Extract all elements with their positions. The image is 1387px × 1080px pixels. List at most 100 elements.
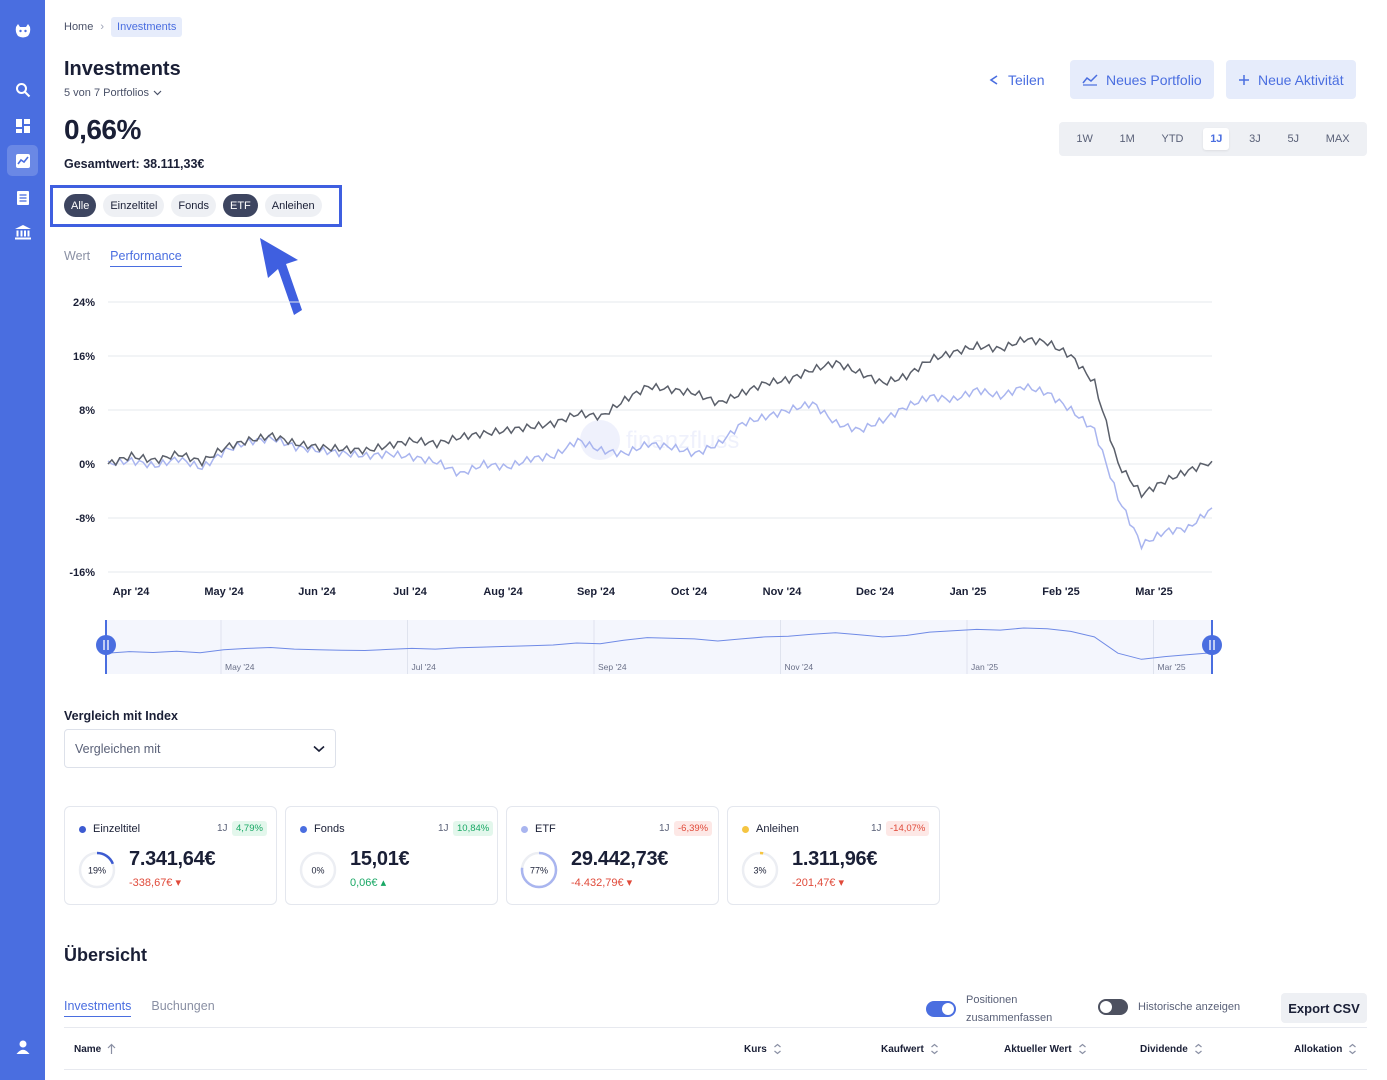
sort-toggle-icon [1194, 1043, 1202, 1055]
category-color-dot [300, 826, 307, 833]
category-delta: -4.432,79€ ▾ [571, 877, 633, 889]
period-label: 1J [871, 823, 882, 834]
column-header-label: Aktueller Wert [1004, 1043, 1072, 1055]
toggle-merge-positions[interactable]: Positionen zusammenfassen [926, 991, 1052, 1027]
filter-etf[interactable]: ETF [223, 194, 258, 217]
toggle-switch-off[interactable] [1098, 999, 1128, 1015]
x-tick-label: Aug '24 [483, 586, 523, 598]
navigator-tick-label: May '24 [225, 662, 255, 672]
portfolio-select-label: 5 von 7 Portfolios [64, 87, 149, 99]
share-button[interactable]: Teilen [978, 62, 1055, 98]
y-tick-label: 24% [73, 297, 95, 309]
bank-icon[interactable] [11, 220, 34, 243]
category-name: Fonds [314, 823, 345, 835]
period-label: 1J [659, 823, 670, 834]
navigator-right-handle[interactable] [1202, 635, 1222, 655]
new-portfolio-button[interactable]: Neues Portfolio [1070, 60, 1214, 99]
range-1j[interactable]: 1J [1203, 128, 1230, 150]
investments-chart-icon[interactable] [7, 145, 38, 176]
filter-fonds[interactable]: Fonds [171, 194, 216, 217]
column-header-label: Kaufwert [881, 1043, 924, 1055]
new-activity-label: Neue Aktivität [1258, 71, 1344, 88]
category-delta: -201,47€ ▾ [792, 877, 845, 889]
table-divider [64, 1027, 1367, 1028]
period-label: 1J [217, 823, 228, 834]
logo-icon[interactable] [11, 19, 34, 42]
range-3j[interactable]: 3J [1249, 133, 1261, 145]
x-tick-label: Sep '24 [577, 586, 616, 598]
toggle-switch-on[interactable] [926, 1001, 956, 1017]
breadcrumb-current[interactable]: Investments [111, 17, 183, 37]
x-tick-label: Jan '25 [950, 586, 987, 598]
tab-buchungen[interactable]: Buchungen [151, 999, 215, 1013]
return-badge: 10,84% [453, 821, 494, 836]
sort-toggle-icon [773, 1043, 781, 1055]
performance-chart[interactable]: 24% 16% 8% 0% -8% -16% finanzfluss Apr '24 May '… [60, 290, 1220, 610]
column-header-name[interactable]: Name [74, 1043, 116, 1055]
sort-toggle-icon [1349, 1043, 1357, 1055]
navigator-tick-label: Sep '24 [598, 662, 627, 672]
navigator-tick-label: Jan '25 [971, 662, 998, 672]
allocation-ring: 3% [741, 851, 779, 889]
navigator-left-handle[interactable] [96, 635, 116, 655]
range-1m[interactable]: 1M [1119, 133, 1135, 145]
column-header-dividende[interactable]: Dividende [1140, 1043, 1203, 1055]
series-line [107, 382, 1213, 551]
category-name: ETF [535, 823, 556, 835]
range-1w[interactable]: 1W [1076, 133, 1093, 145]
filter-einzeltitel[interactable]: Einzeltitel [103, 194, 165, 217]
category-amount: 15,01€ [350, 848, 410, 870]
column-header-label: Name [74, 1043, 102, 1055]
watermark-logo: finanzfluss [580, 420, 739, 460]
search-icon[interactable] [11, 78, 34, 101]
tab-performance[interactable]: Performance [110, 249, 182, 267]
sort-toggle-icon [930, 1043, 938, 1055]
total-value: Gesamtwert: 38.111,33€ [64, 157, 205, 171]
category-card-etf[interactable]: ETF -6,39% 1J 77% 29.442,73€ -4.432,79€ ▾ [506, 806, 719, 905]
column-header-aktueller-wert[interactable]: Aktueller Wert [1004, 1043, 1087, 1055]
portfolio-select[interactable]: 5 von 7 Portfolios [64, 87, 162, 99]
sort-up-arrow-icon [107, 1043, 116, 1054]
tab-investments[interactable]: Investments [64, 999, 132, 1017]
category-delta: 0,06€ ▴ [350, 877, 387, 889]
view-tabs: Wert Performance [64, 249, 182, 267]
toggle-merge-line1: Positionen [966, 994, 1018, 1006]
overview-tabs: Investments Buchungen [64, 999, 215, 1017]
navigator-tick-label: Jul '24 [412, 662, 437, 672]
navigator-background [106, 620, 1212, 674]
category-card-fonds[interactable]: Fonds 10,84% 1J 0% 15,01€ 0,06€ ▴ [285, 806, 498, 905]
dashboard-icon[interactable] [11, 114, 34, 137]
share-label: Teilen [1008, 72, 1045, 88]
x-tick-label: Apr '24 [113, 586, 151, 598]
range-5j[interactable]: 5J [1287, 133, 1300, 145]
filter-alle[interactable]: Alle [64, 194, 97, 217]
category-card-anleihen[interactable]: Anleihen -14,07% 1J 3% 1.311,96€ -201,47€ ▾ [727, 806, 940, 905]
range-ytd[interactable]: YTD [1161, 133, 1184, 145]
new-activity-button[interactable]: Neue Aktivität [1226, 60, 1356, 99]
annotation-arrow-icon [260, 238, 302, 315]
allocation-ring: 0% [299, 851, 337, 889]
sort-toggle-icon [1078, 1043, 1086, 1055]
toggle-merge-line2: zusammenfassen [966, 1012, 1053, 1024]
navigator-tick-label: Mar '25 [1158, 662, 1186, 672]
y-tick-label: 8% [79, 405, 95, 417]
filter-anleihen[interactable]: Anleihen [264, 194, 322, 217]
user-icon[interactable] [11, 1035, 34, 1058]
category-name: Einzeltitel [93, 823, 141, 835]
column-header-kaufwert[interactable]: Kaufwert [881, 1043, 939, 1055]
column-header-kurs[interactable]: Kurs [744, 1043, 782, 1055]
breadcrumb-home[interactable]: Home [64, 21, 94, 33]
compare-index-select[interactable]: Vergleichen mit [64, 729, 336, 768]
column-header-allokation[interactable]: Allokation [1294, 1043, 1357, 1055]
chart-navigator[interactable]: May '24 Jul '24 Sep '24 Nov '24 Jan '25 Mar '… [95, 618, 1235, 678]
y-tick-label: 16% [73, 351, 95, 363]
tab-wert[interactable]: Wert [64, 249, 91, 263]
return-badge: -6,39% [674, 821, 713, 836]
allocation-ring: 77% [520, 851, 558, 889]
allocation-percent: 77% [530, 866, 548, 876]
export-csv-button[interactable]: Export CSV [1281, 993, 1367, 1023]
transactions-list-icon[interactable] [11, 186, 34, 209]
category-card-einzeltitel[interactable]: Einzeltitel 4,79% 1J 19% 7.341,64€ -338,67€ ▾ [64, 806, 277, 905]
toggle-historical[interactable]: Historische anzeigen [1098, 999, 1240, 1015]
range-max[interactable]: MAX [1325, 133, 1350, 145]
